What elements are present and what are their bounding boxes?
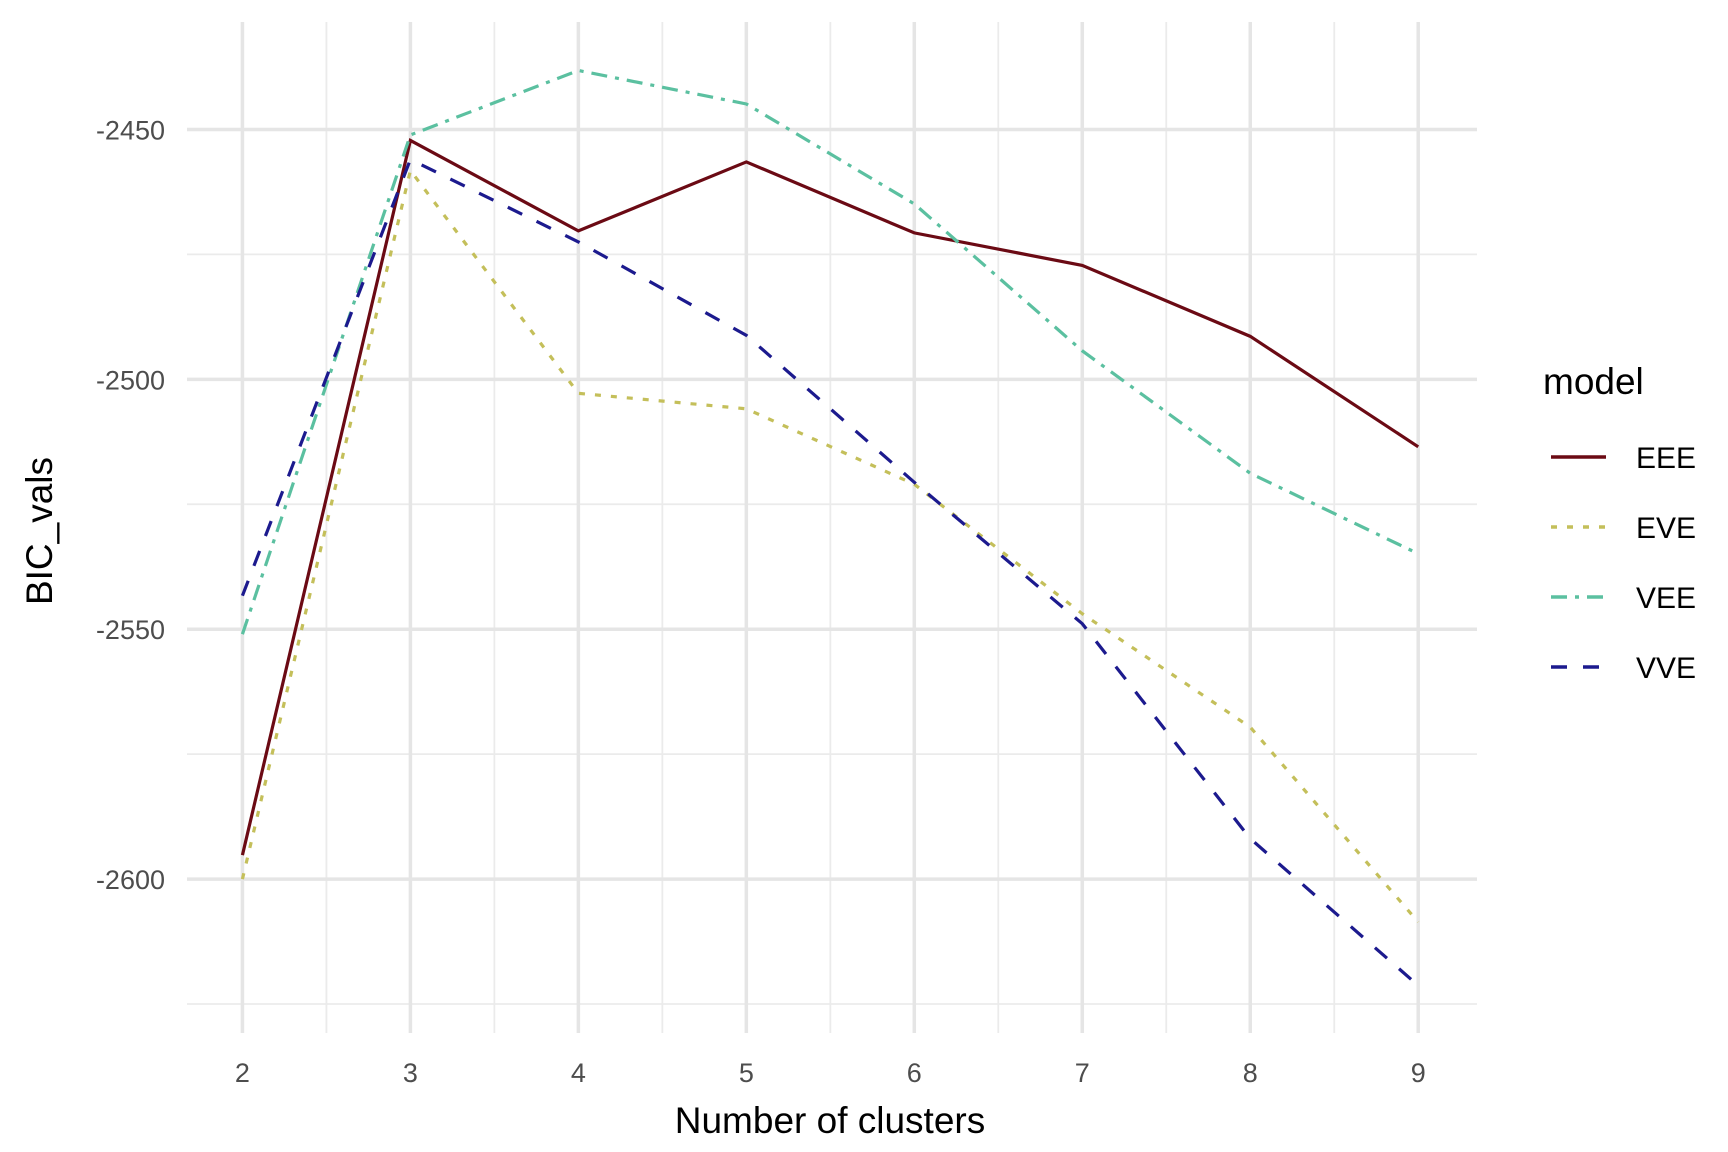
legend-label: EEE — [1636, 442, 1696, 475]
x-tick-label: 7 — [1075, 1058, 1090, 1088]
series-line-eve — [240, 166, 1420, 924]
legend-label: VVE — [1636, 652, 1696, 685]
y-axis-title: BIC_vals — [19, 457, 60, 605]
x-tick-label: 6 — [907, 1058, 922, 1088]
grid — [187, 22, 1477, 1033]
x-tick-label: 2 — [235, 1058, 250, 1088]
legend-title: model — [1543, 361, 1644, 402]
legend-label: VEE — [1636, 582, 1696, 615]
x-tick-label: 3 — [403, 1058, 418, 1088]
series-lines — [240, 68, 1420, 987]
y-tick-label: -2600 — [96, 865, 165, 895]
y-tick-label: -2500 — [96, 365, 165, 395]
y-tick-label: -2550 — [96, 615, 165, 645]
series-line-vve — [240, 157, 1420, 987]
x-tick-label: 8 — [1243, 1058, 1258, 1088]
x-tick-label: 9 — [1411, 1058, 1426, 1088]
legend-label: EVE — [1636, 512, 1696, 545]
x-tick-label: 5 — [739, 1058, 754, 1088]
x-tick-labels: 2 3 4 5 6 7 8 9 — [235, 1058, 1426, 1088]
y-tick-label: -2450 — [96, 115, 165, 145]
x-tick-label: 4 — [571, 1058, 586, 1088]
x-axis-title: Number of clusters — [675, 1100, 986, 1141]
series-line-eee — [240, 138, 1420, 856]
series-line-vee — [240, 68, 1419, 635]
legend: model EEE EVE VEE VVE — [1543, 361, 1696, 685]
y-tick-labels: -2450 -2500 -2550 -2600 — [96, 115, 165, 895]
